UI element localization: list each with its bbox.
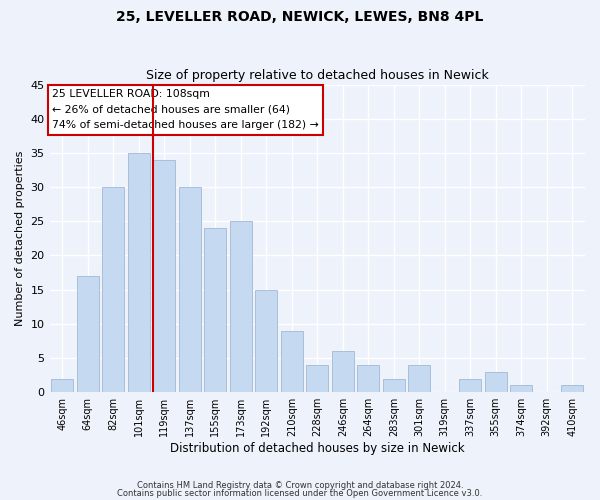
Bar — [332, 351, 353, 392]
Text: Contains HM Land Registry data © Crown copyright and database right 2024.: Contains HM Land Registry data © Crown c… — [137, 481, 463, 490]
Bar — [511, 386, 532, 392]
Bar — [128, 153, 149, 392]
Bar — [103, 187, 124, 392]
Bar — [154, 160, 175, 392]
Bar — [179, 187, 200, 392]
Bar — [460, 378, 481, 392]
Bar — [307, 365, 328, 392]
Bar — [409, 365, 430, 392]
Bar — [230, 222, 251, 392]
Bar — [383, 378, 404, 392]
Title: Size of property relative to detached houses in Newick: Size of property relative to detached ho… — [146, 69, 488, 82]
Bar — [77, 276, 98, 392]
Bar — [485, 372, 506, 392]
Text: 25 LEVELLER ROAD: 108sqm
← 26% of detached houses are smaller (64)
74% of semi-d: 25 LEVELLER ROAD: 108sqm ← 26% of detach… — [52, 89, 319, 130]
Text: 25, LEVELLER ROAD, NEWICK, LEWES, BN8 4PL: 25, LEVELLER ROAD, NEWICK, LEWES, BN8 4P… — [116, 10, 484, 24]
Bar — [281, 330, 302, 392]
Bar — [256, 290, 277, 392]
Bar — [562, 386, 583, 392]
Y-axis label: Number of detached properties: Number of detached properties — [15, 150, 25, 326]
X-axis label: Distribution of detached houses by size in Newick: Distribution of detached houses by size … — [170, 442, 464, 455]
Bar — [205, 228, 226, 392]
Bar — [52, 378, 73, 392]
Bar — [358, 365, 379, 392]
Text: Contains public sector information licensed under the Open Government Licence v3: Contains public sector information licen… — [118, 488, 482, 498]
